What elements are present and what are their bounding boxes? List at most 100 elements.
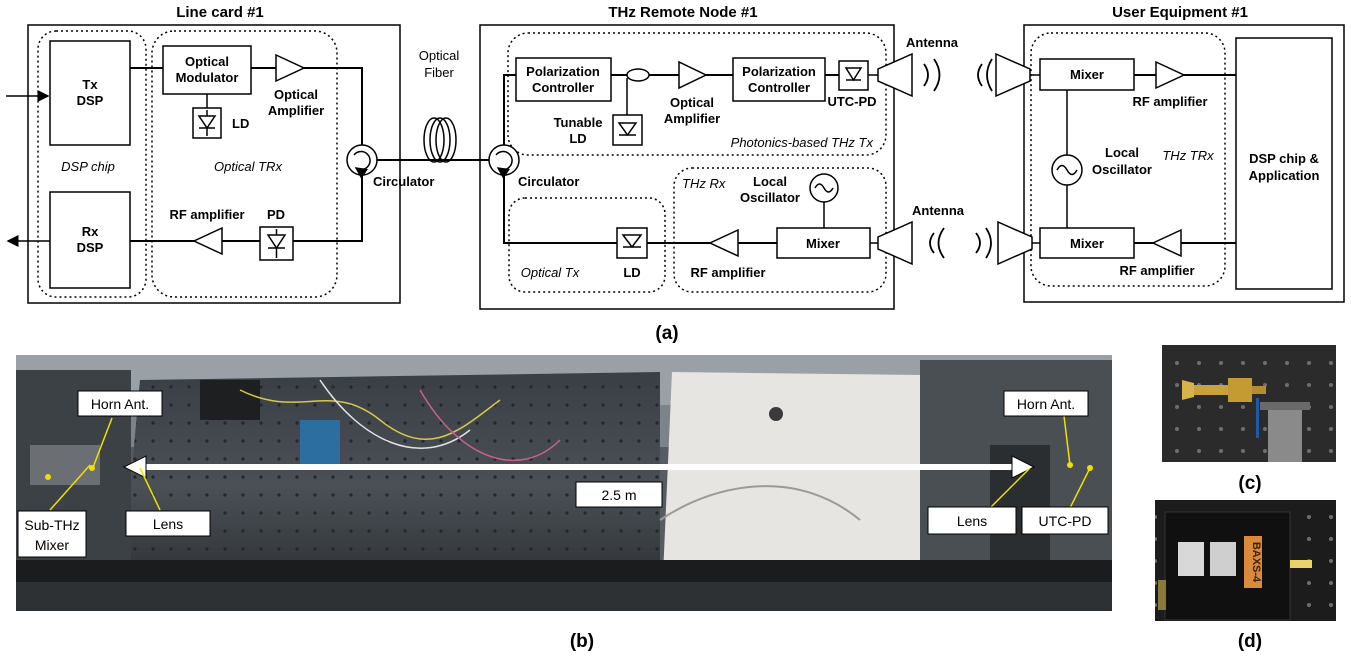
utc-pd-photo-label: UTC-PD — [1039, 513, 1092, 529]
lens-right-tag — [927, 506, 1017, 535]
photo-c — [1162, 345, 1336, 462]
ue-rx-wave-icon — [977, 58, 993, 92]
ue-mixer-bottom-label: Mixer — [1070, 236, 1104, 251]
rn-ld-label: LD — [623, 265, 640, 280]
horn-ant-left-label: Horn Ant. — [91, 396, 149, 412]
rn-ld-icon — [616, 227, 648, 259]
ue-antenna-top-icon — [995, 52, 1031, 98]
line-card-frame — [27, 24, 401, 304]
optical-tx-group — [508, 197, 666, 293]
ue-rf-amplifier-top-label: RF amplifier — [1132, 94, 1207, 109]
utc-pd-icon — [838, 60, 869, 91]
rx-antenna-icon — [877, 220, 913, 266]
ue-mixer-bottom-box — [1039, 227, 1135, 259]
sub-thz-mixer-tag — [17, 510, 87, 558]
pd-label: PD — [267, 207, 285, 222]
photonics-tx-group — [507, 32, 887, 156]
rn-mixer-box — [776, 227, 871, 259]
user-equipment-frame — [1023, 24, 1345, 303]
antenna-top-label: Antenna — [906, 35, 959, 50]
optical-tx-label: Optical Tx — [521, 265, 580, 280]
ue-mixer-top-label: Mixer — [1070, 67, 1104, 82]
optical-fiber-label-1: Optical — [419, 48, 460, 63]
lens-left-tag — [125, 510, 211, 537]
rn-rf-amplifier-label: RF amplifier — [690, 265, 765, 280]
dsp-chip-label: DSP chip — [61, 159, 115, 174]
lens-left-label: Lens — [153, 516, 183, 532]
ue-tx-wave-icon — [975, 227, 992, 259]
lens-right-label: Lens — [957, 513, 987, 529]
dsp-app-label-1: DSP chip & — [1249, 151, 1319, 166]
rn-optical-amplifier-icon — [678, 60, 708, 90]
remote-node-title: THz Remote Node #1 — [608, 4, 757, 21]
dsp-chip-group — [37, 30, 147, 298]
rf-amplifier-icon — [192, 226, 223, 256]
photonics-tx-label: Photonics-based THz Tx — [731, 135, 874, 150]
tx-dsp-box — [49, 40, 131, 146]
optical-amplifier-label-1: Optical — [274, 87, 318, 102]
amp-to-circulator-line — [304, 67, 363, 145]
polarization-controller-2-label-2: Controller — [748, 80, 810, 95]
rn-rf-amplifier-icon — [708, 228, 739, 258]
ue-rf-amplifier-bottom-label: RF amplifier — [1119, 263, 1194, 278]
optical-fiber: Optical Fiber — [377, 48, 489, 163]
photo-b: Horn Ant. Sub-THz Mixer Lens 2.5 m Horn … — [16, 355, 1112, 611]
rn-optical-amplifier-label-1: Optical — [670, 95, 714, 110]
rx-dsp-label-2: DSP — [77, 240, 104, 255]
rx-wave-icon — [929, 227, 945, 259]
polarization-controller-1-label-2: Controller — [532, 80, 594, 95]
caption-a: (a) — [655, 323, 678, 344]
thz-rx-label: THz Rx — [682, 176, 726, 191]
circulator-right-icon — [488, 144, 520, 176]
tx-dsp-label-1: Tx — [82, 77, 98, 92]
polarization-controller-1-box — [515, 57, 612, 102]
horn-ant-left-tag — [77, 390, 163, 417]
optical-amplifier-label-2: Amplifier — [268, 103, 324, 118]
rn-local-oscillator-label-2: Oscillator — [740, 190, 800, 205]
device-sticker-label: BAXS-4 — [1250, 542, 1262, 583]
rail — [16, 560, 1112, 582]
tx-wave-icon — [923, 58, 941, 92]
tunable-ld-label-1: Tunable — [554, 115, 603, 130]
polarization-controller-2-label-1: Polarization — [742, 64, 816, 79]
fiber-coil-icon — [423, 117, 445, 163]
tx-dsp-label-2: DSP — [77, 93, 104, 108]
user-equipment: User Equipment #1 DSP chip & Application… — [975, 4, 1345, 303]
caption-c: (c) — [1238, 473, 1261, 494]
circulator-to-pd-line — [293, 175, 363, 242]
ue-antenna-bottom-icon — [997, 220, 1033, 266]
optical-trx-group — [151, 30, 338, 298]
rn-optical-amplifier-label-2: Amplifier — [664, 111, 720, 126]
distance-tag — [575, 481, 663, 508]
rx-dsp-box — [49, 191, 131, 289]
thz-remote-node: THz Remote Node #1 Circulator Polarizati… — [479, 4, 965, 310]
rn-local-oscillator-label-1: Local — [753, 174, 787, 189]
caption-d: (d) — [1238, 631, 1262, 652]
tunable-ld-label-2: LD — [569, 131, 586, 146]
circulator-left-label: Circulator — [373, 174, 434, 189]
dsp-app-label-2: Application — [1249, 168, 1320, 183]
tx-antenna-icon — [877, 52, 913, 98]
horn-antenna-device — [1190, 385, 1230, 395]
ue-rf-amplifier-bottom-icon — [1151, 228, 1182, 258]
optical-trx-label: Optical TRx — [214, 159, 282, 174]
utc-pd-label: UTC-PD — [827, 94, 876, 109]
ue-local-oscillator-label-1: Local — [1105, 145, 1139, 160]
circulator-left-icon — [346, 144, 378, 176]
ue-rf-amplifier-top-icon — [1155, 60, 1186, 90]
optical-amplifier-icon — [275, 53, 306, 83]
sub-thz-mixer-label-2: Mixer — [35, 537, 70, 553]
thz-trx-group — [1030, 32, 1226, 287]
distance-label: 2.5 m — [601, 487, 636, 503]
utc-pd-tag — [1021, 506, 1109, 535]
polarization-controller-1-label-1: Polarization — [526, 64, 600, 79]
polarization-controller-2-box — [732, 57, 826, 102]
user-equipment-title: User Equipment #1 — [1112, 4, 1248, 21]
line-card: Line card #1 Tx DSP Rx DSP DSP chip Opti… — [6, 4, 434, 304]
dsp-app-box — [1235, 37, 1333, 290]
white-board — [662, 372, 1000, 598]
rf-amplifier-label: RF amplifier — [169, 207, 244, 222]
optical-modulator-label-1: Optical — [185, 54, 229, 69]
